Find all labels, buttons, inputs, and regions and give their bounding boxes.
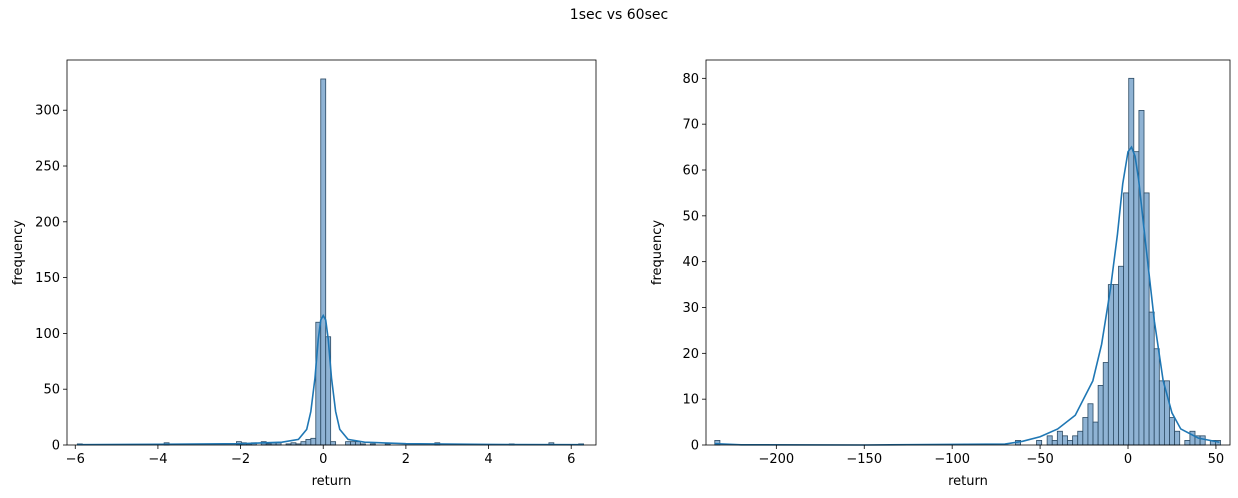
right-histogram-bar xyxy=(1092,421,1099,446)
left-x-tick-label: 4 xyxy=(484,452,492,467)
right-y-tick-label: 0 xyxy=(691,439,699,454)
left-histogram-bar xyxy=(320,78,327,446)
left-histogram-plot: −6 −4 −2 0 2 4 6 0 50 100 150 200 250 300 return freque… xyxy=(11,59,597,489)
right-histogram-bar xyxy=(1113,284,1119,446)
left-axes-frame xyxy=(66,59,597,446)
left-histogram-bar xyxy=(305,439,312,446)
right-histogram-bar xyxy=(1123,192,1130,446)
right-histogram-bar xyxy=(1072,435,1079,446)
right-y-tick-label: 20 xyxy=(682,347,699,362)
right-y-tick-label: 10 xyxy=(682,393,699,408)
left-y-tick-label: 50 xyxy=(43,383,60,398)
left-histogram-bar xyxy=(345,441,351,446)
right-x-tick-label: −200 xyxy=(758,452,794,467)
right-histogram-bar xyxy=(1184,440,1191,446)
left-histogram-bar xyxy=(300,441,307,446)
left-histogram-bar xyxy=(330,441,337,446)
right-histogram-bar xyxy=(1036,440,1043,446)
right-y-tick-label: 50 xyxy=(682,209,699,224)
left-kde-line xyxy=(77,313,584,446)
right-histogram-bar xyxy=(1158,380,1165,446)
left-histogram-bar xyxy=(310,437,317,446)
right-y-tick-label: 70 xyxy=(682,118,699,133)
right-histogram-bar xyxy=(1107,284,1114,446)
left-y-tick-label: 100 xyxy=(35,327,60,342)
right-histogram-bar xyxy=(1153,348,1160,446)
right-axes-frame xyxy=(705,59,1231,446)
left-histogram-bar xyxy=(350,441,356,446)
right-x-tick-label: −50 xyxy=(1026,452,1053,467)
right-kde-line xyxy=(714,145,1220,446)
left-y-axis-label: frequency xyxy=(11,220,26,286)
left-x-tick-label: −6 xyxy=(66,452,85,467)
left-y-tick-label: 150 xyxy=(35,271,60,286)
figure-suptitle: 1sec vs 60sec xyxy=(569,7,669,23)
right-histogram-bar xyxy=(1169,417,1176,446)
right-y-tick-label: 40 xyxy=(682,255,699,270)
left-x-tick-label: −4 xyxy=(148,452,167,467)
right-histogram-bar xyxy=(1056,430,1063,446)
left-x-tick-label: 6 xyxy=(567,452,575,467)
right-histogram-bar xyxy=(1138,110,1145,446)
right-histogram-bar xyxy=(1097,385,1104,446)
right-histogram-bar xyxy=(1102,362,1109,446)
left-x-axis-label: return xyxy=(312,474,352,489)
left-x-tick-label: −2 xyxy=(231,452,250,467)
right-y-tick-label: 30 xyxy=(682,301,699,316)
right-histogram-bar xyxy=(1174,430,1181,446)
right-x-tick-label: −100 xyxy=(934,452,970,467)
right-histogram-bar xyxy=(1077,430,1084,446)
right-histogram-bar xyxy=(1087,403,1094,446)
right-y-tick-label: 80 xyxy=(682,72,699,87)
right-histogram-bar xyxy=(1199,435,1206,446)
left-x-tick-label: 0 xyxy=(319,452,327,467)
right-histogram-bar xyxy=(1067,440,1074,446)
left-y-tick-label: 200 xyxy=(35,215,60,230)
right-x-tick-label: 0 xyxy=(1124,452,1132,467)
left-x-tick-label: 2 xyxy=(402,452,410,467)
right-histogram-bar xyxy=(1082,417,1089,446)
right-histogram-plot: −200 −150 −100 −50 0 50 0 10 20 30 40 50 60 70 80 retur… xyxy=(650,59,1231,489)
left-y-tick-label: 300 xyxy=(35,104,60,119)
left-y-tick-label: 0 xyxy=(52,439,60,454)
right-histogram-bar xyxy=(1046,435,1053,446)
right-histogram-bar xyxy=(1051,440,1058,446)
right-histogram-bar xyxy=(1128,77,1135,446)
right-x-tick-label: 50 xyxy=(1208,452,1225,467)
left-y-tick-label: 250 xyxy=(35,160,60,175)
right-histogram-bar xyxy=(1118,265,1125,446)
right-x-tick-label: −150 xyxy=(846,452,882,467)
right-y-axis-label: frequency xyxy=(650,220,665,286)
right-histogram-bar xyxy=(1133,151,1140,446)
right-y-tick-label: 60 xyxy=(682,164,699,179)
right-x-axis-label: return xyxy=(948,474,988,489)
right-histogram-bar xyxy=(1062,435,1068,446)
right-histogram-bar xyxy=(1148,311,1155,446)
